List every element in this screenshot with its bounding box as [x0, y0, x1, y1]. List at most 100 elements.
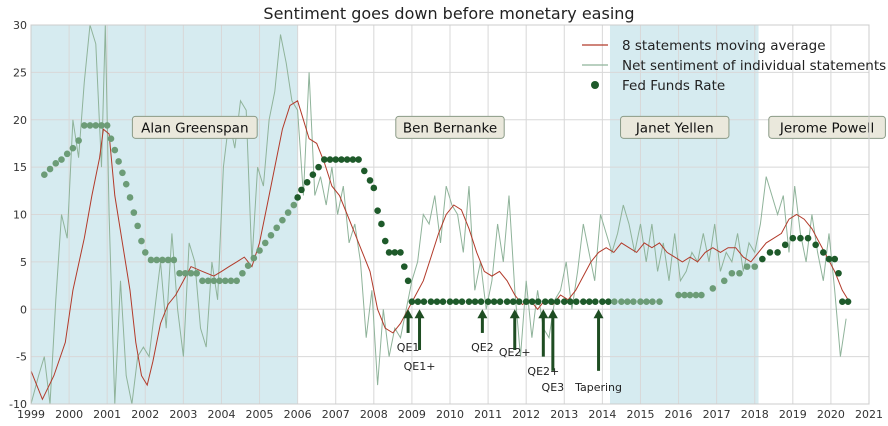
fed-funds-point — [378, 220, 385, 228]
legend-entry-fed-funds-rate: Fed Funds Rate — [591, 78, 725, 94]
annotation-qe1: QE1+ — [404, 309, 436, 373]
y-tick-label: 20 — [13, 114, 27, 127]
fed-funds-point — [427, 298, 435, 305]
y-tick-label: 30 — [13, 19, 27, 32]
fed-funds-point — [541, 298, 549, 305]
fed-funds-point — [624, 298, 631, 305]
fed-funds-point — [227, 277, 235, 285]
legend-label: Net sentiment of individual statements — [622, 58, 886, 74]
fed-funds-point — [159, 256, 166, 264]
x-tick-label: 2019 — [779, 408, 807, 421]
era-labels: Alan Greenspan Ben Bernanke Janet Yellen Je… — [131, 115, 886, 139]
fed-funds-point — [355, 156, 362, 163]
annotation-label: QE2+ — [499, 346, 531, 359]
annotation-label: QE3 — [542, 381, 565, 394]
x-tick-label: 2005 — [246, 408, 274, 421]
fed-funds-point — [298, 186, 305, 194]
fed-funds-point — [204, 277, 212, 285]
era-label-ben-bernanke: Ben Bernanke — [395, 115, 505, 139]
fed-funds-point — [611, 298, 618, 305]
fed-funds-point — [618, 298, 625, 305]
annotation-qe2: QE2 — [471, 309, 494, 354]
fed-funds-point — [586, 298, 593, 305]
era-label-text: Ben Bernanke — [403, 120, 497, 136]
net-sentiment-series — [31, 25, 847, 404]
fed-funds-point — [111, 146, 119, 154]
fed-funds-point — [781, 241, 789, 249]
y-tick-label: 5 — [20, 256, 27, 269]
annotation-arrow-head — [509, 309, 520, 319]
fed-funds-point — [92, 122, 100, 129]
fed-funds-point — [572, 298, 580, 305]
x-tick-label: 2021 — [855, 408, 883, 421]
x-tick-label: 2004 — [207, 408, 235, 421]
fed-funds-point — [812, 241, 819, 249]
x-tick-label: 2006 — [284, 408, 312, 421]
fed-funds-point — [766, 249, 774, 256]
legend-swatch — [591, 81, 599, 89]
fed-funds-point — [134, 222, 141, 230]
fed-funds-point — [692, 291, 700, 299]
fed-funds-point — [452, 298, 460, 305]
annotation-tapering: Tapering — [574, 309, 622, 394]
fed-funds-point — [326, 156, 334, 163]
annotation-qe3: QE3 — [542, 309, 565, 394]
fed-funds-point — [221, 277, 229, 285]
fed-funds-point — [433, 298, 441, 305]
annotation-qe2: QE2+ — [527, 309, 559, 378]
fed-funds-point — [831, 255, 839, 263]
x-tick-label: 2007 — [322, 408, 350, 421]
era-label-alan-greenspan: Alan Greenspan — [131, 115, 258, 139]
fed-funds-point — [774, 249, 781, 256]
fed-funds-point — [52, 160, 60, 167]
fed-funds-point — [751, 263, 759, 270]
fed-funds-point — [560, 298, 568, 305]
x-tick-label: 2020 — [817, 408, 845, 421]
fed-funds-point — [349, 156, 357, 163]
fed-funds-point — [484, 298, 492, 305]
fed-funds-point — [126, 194, 134, 201]
fed-funds-point — [46, 165, 54, 173]
x-tick-label: 2002 — [131, 408, 159, 421]
fed-funds-point — [360, 167, 368, 175]
fed-funds-point — [216, 277, 223, 285]
legend: 8 statements moving average Net sentiment… — [582, 38, 886, 94]
era-label-box — [131, 115, 258, 139]
x-tick-label: 2014 — [588, 408, 616, 421]
annotation-arrow-head — [403, 309, 414, 319]
fed-funds-point — [103, 122, 111, 129]
fed-funds-point — [164, 256, 172, 264]
fed-funds-point — [41, 171, 48, 179]
chart-title: Sentiment goes down before monetary easi… — [263, 4, 634, 23]
fed-funds-point — [115, 158, 122, 165]
annotation-qe1: QE1 — [397, 309, 419, 354]
fed-funds-point — [153, 256, 160, 264]
fed-funds-point — [580, 298, 587, 305]
fed-funds-point — [797, 234, 804, 242]
fed-funds-point — [819, 249, 827, 256]
fed-funds-point — [294, 194, 301, 201]
fed-funds-point — [509, 298, 517, 305]
fed-funds-point — [439, 298, 447, 305]
annotation-qe2: QE2+ — [499, 309, 531, 359]
fed-funds-point — [81, 122, 88, 129]
fed-funds-point — [290, 201, 298, 209]
fed-funds-point — [210, 277, 218, 285]
fed-funds-point — [391, 249, 399, 256]
fed-funds-point — [789, 234, 797, 242]
fed-funds-point — [503, 298, 511, 305]
fed-funds-point — [681, 291, 688, 299]
fed-funds-point — [404, 277, 412, 285]
x-tick-label: 2003 — [169, 408, 197, 421]
fed-funds-point — [592, 298, 599, 305]
annotation-label: QE1+ — [404, 360, 436, 373]
fed-funds-point — [522, 298, 530, 305]
fed-funds-series — [41, 122, 852, 305]
x-tick-label: 2008 — [360, 408, 388, 421]
fed-funds-point — [637, 298, 644, 305]
fed-funds-point — [181, 269, 189, 277]
fed-funds-point — [332, 156, 340, 163]
fed-funds-point — [381, 237, 389, 245]
annotation-arrow-head — [547, 309, 558, 319]
